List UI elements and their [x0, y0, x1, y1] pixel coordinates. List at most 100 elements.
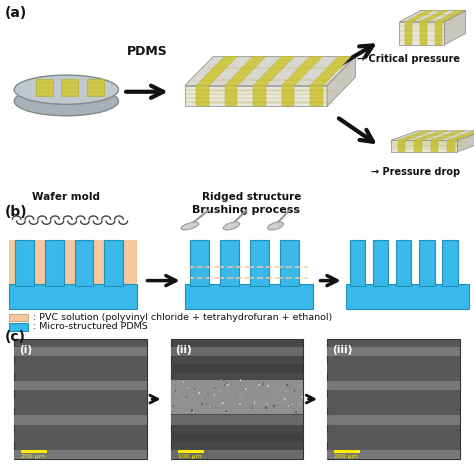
- Bar: [442, 240, 458, 286]
- Bar: [173, 405, 174, 407]
- Bar: [14, 433, 147, 442]
- Bar: [171, 381, 303, 391]
- Bar: [183, 399, 185, 401]
- Bar: [267, 385, 269, 388]
- Bar: [243, 407, 244, 409]
- Bar: [263, 383, 264, 384]
- Bar: [282, 401, 283, 403]
- Bar: [185, 396, 187, 399]
- Bar: [246, 388, 247, 390]
- Bar: [15, 240, 34, 286]
- Bar: [206, 403, 208, 405]
- Text: : PVC solution (polyvinyl chloride + tetrahydrofuran + ethanol): : PVC solution (polyvinyl chloride + tet…: [33, 312, 332, 321]
- Bar: [203, 389, 204, 391]
- Bar: [239, 383, 241, 385]
- Bar: [14, 381, 147, 391]
- Ellipse shape: [14, 87, 118, 116]
- Bar: [274, 391, 275, 393]
- Bar: [171, 364, 303, 373]
- Text: → Pressure drop: → Pressure drop: [371, 167, 460, 177]
- Ellipse shape: [223, 222, 239, 230]
- Bar: [215, 407, 216, 409]
- Bar: [45, 240, 64, 286]
- Ellipse shape: [14, 75, 118, 104]
- Bar: [207, 392, 209, 394]
- Bar: [220, 379, 222, 382]
- Bar: [225, 410, 227, 412]
- Bar: [275, 405, 276, 407]
- Bar: [194, 388, 195, 390]
- Bar: [9, 284, 137, 309]
- Polygon shape: [185, 56, 356, 85]
- Text: (i): (i): [19, 345, 32, 355]
- Bar: [295, 411, 297, 413]
- Bar: [171, 346, 303, 356]
- Bar: [204, 398, 205, 400]
- Bar: [327, 450, 460, 459]
- Polygon shape: [444, 10, 465, 45]
- Bar: [171, 415, 303, 425]
- Bar: [420, 22, 427, 45]
- Bar: [173, 379, 175, 381]
- Bar: [300, 403, 301, 406]
- Text: Brushing process: Brushing process: [192, 205, 301, 215]
- Polygon shape: [196, 56, 237, 85]
- Bar: [431, 140, 438, 152]
- Text: : Micro-structured PDMS: : Micro-structured PDMS: [33, 322, 148, 331]
- Polygon shape: [431, 131, 465, 140]
- Bar: [14, 339, 147, 459]
- Bar: [327, 415, 460, 425]
- Polygon shape: [457, 131, 474, 152]
- Bar: [186, 387, 188, 390]
- Bar: [299, 385, 301, 387]
- Bar: [226, 382, 228, 384]
- Bar: [172, 410, 173, 413]
- Bar: [87, 79, 104, 97]
- Bar: [178, 450, 204, 454]
- Text: 200 µm: 200 µm: [21, 454, 45, 459]
- Bar: [280, 240, 299, 286]
- Bar: [9, 314, 28, 321]
- Bar: [373, 240, 388, 286]
- Polygon shape: [399, 10, 465, 22]
- Bar: [278, 401, 279, 403]
- Bar: [273, 405, 274, 407]
- Polygon shape: [225, 56, 266, 85]
- Polygon shape: [185, 85, 327, 106]
- Bar: [213, 394, 215, 396]
- Bar: [286, 384, 288, 386]
- Bar: [198, 392, 200, 394]
- Bar: [191, 410, 193, 411]
- Bar: [191, 240, 209, 286]
- Bar: [214, 387, 215, 389]
- Bar: [36, 79, 53, 97]
- Polygon shape: [327, 56, 356, 106]
- Bar: [278, 381, 279, 383]
- Bar: [236, 394, 237, 396]
- Bar: [225, 85, 237, 106]
- Bar: [9, 323, 28, 330]
- Bar: [219, 390, 221, 392]
- Bar: [240, 379, 241, 381]
- Bar: [228, 384, 229, 386]
- Bar: [14, 415, 147, 425]
- Bar: [259, 401, 260, 403]
- Bar: [104, 240, 123, 286]
- Bar: [288, 405, 289, 407]
- Bar: [310, 85, 323, 106]
- Bar: [258, 384, 260, 386]
- Text: Wafer mold: Wafer mold: [32, 192, 100, 202]
- Bar: [187, 395, 188, 397]
- Polygon shape: [399, 22, 444, 45]
- Bar: [350, 240, 365, 286]
- Polygon shape: [405, 10, 433, 22]
- Polygon shape: [310, 56, 351, 85]
- Bar: [435, 22, 442, 45]
- Bar: [327, 346, 460, 356]
- Text: (b): (b): [5, 205, 27, 219]
- Bar: [223, 380, 225, 382]
- Bar: [9, 240, 137, 284]
- Bar: [254, 401, 255, 403]
- Bar: [226, 404, 228, 406]
- Bar: [282, 85, 294, 106]
